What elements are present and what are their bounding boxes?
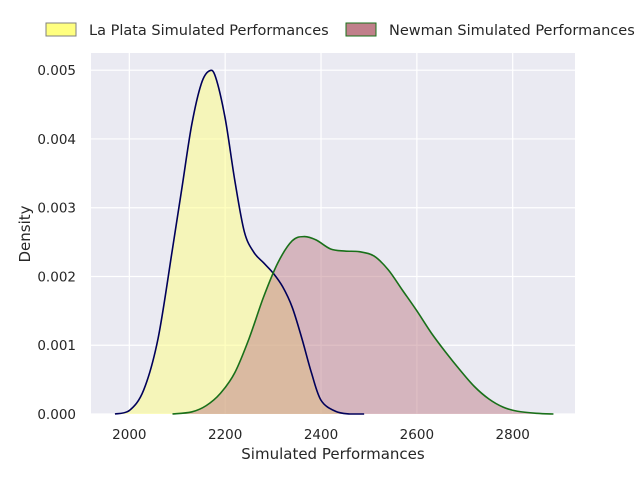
legend-swatch-la-plata: [45, 22, 77, 37]
x-tick-label: 2200: [208, 427, 242, 443]
y-tick-labels: 0.000 0.001 0.002 0.003 0.004 0.005: [37, 63, 76, 423]
density-areas: [114, 70, 554, 414]
density-line-0: [114, 69, 365, 415]
y-tick-label: 0.001: [37, 338, 76, 354]
x-tick-label: 2800: [496, 427, 530, 443]
x-tick-label: 2000: [112, 427, 146, 443]
x-tick-labels: 2000 2200 2400 2600 2800: [112, 427, 530, 443]
y-tick-label: 0.003: [37, 201, 76, 217]
x-tick-label: 2600: [400, 427, 434, 443]
y-axis-label: Density: [16, 205, 34, 262]
y-tick-label: 0.002: [37, 269, 76, 285]
legend-swatch-newman: [345, 22, 377, 37]
legend: La Plata Simulated Performances Newman S…: [45, 22, 635, 39]
density-line-1: [172, 235, 554, 415]
legend-label-newman: Newman Simulated Performances: [389, 23, 635, 39]
density-area-1: [172, 236, 554, 414]
density-area-0: [114, 70, 365, 414]
x-axis-label: Simulated Performances: [241, 445, 425, 463]
x-tick-label: 2400: [304, 427, 338, 443]
density-lines: [114, 69, 554, 415]
y-tick-label: 0.000: [37, 407, 76, 423]
y-tick-label: 0.005: [37, 63, 76, 79]
y-tick-label: 0.004: [37, 132, 76, 148]
legend-label-la-plata: La Plata Simulated Performances: [89, 23, 329, 39]
